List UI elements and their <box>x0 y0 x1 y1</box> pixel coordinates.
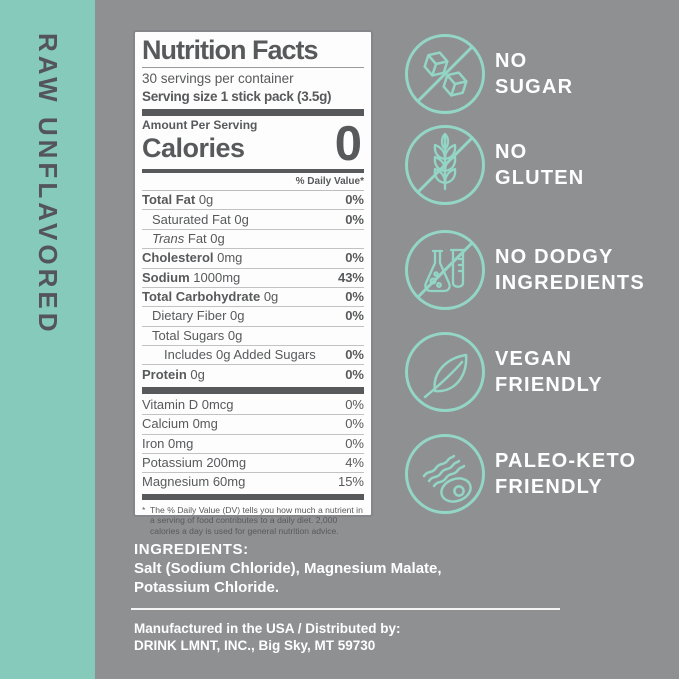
daily-value-footnote: * The % Daily Value (DV) tells you how m… <box>142 502 364 537</box>
claim-line: NO <box>495 141 528 163</box>
nutrition-facts-title: Nutrition Facts <box>142 35 319 65</box>
nutrient-name: Protein 0g <box>142 366 205 382</box>
nutrient-row: Total Carbohydrate 0g 0% <box>142 288 364 308</box>
thick-separator-bar <box>142 386 364 394</box>
claim-text: NO DODGY INGREDIENTS <box>495 244 645 296</box>
claim-line: VEGAN <box>495 348 573 370</box>
no-gluten-icon <box>405 125 485 205</box>
claim-no-gluten: NO GLUTEN <box>403 123 584 207</box>
nutrient-daily-value: 4% <box>345 455 364 471</box>
ingredients-block: INGREDIENTS: Salt (Sodium Chloride), Mag… <box>134 540 494 597</box>
nutrient-row: Cholesterol 0mg 0% <box>142 249 364 269</box>
nutrient-daily-value: 0% <box>345 250 364 266</box>
nutrient-daily-value: 43% <box>337 269 364 285</box>
footer-divider-line <box>131 608 560 610</box>
nutrient-name: Potassium 200mg <box>142 455 247 471</box>
serving-size: Serving size 1 stick pack (3.5g) <box>142 89 332 104</box>
nutrient-name: Trans Fat 0g <box>152 230 225 246</box>
ingredients-text: Salt (Sodium Chloride), Magnesium Malate… <box>134 560 442 596</box>
amount-per-serving-label: Amount Per Serving <box>142 118 258 132</box>
claim-line: SUGAR <box>495 76 574 98</box>
nutrient-row: Total Fat 0g 0% <box>142 191 364 211</box>
nutrient-row: Magnesium 60mg 15% <box>142 473 364 491</box>
thick-separator-bar <box>142 109 364 116</box>
nutrient-daily-value: 0% <box>345 192 364 208</box>
claim-line: NO DODGY <box>495 246 614 268</box>
nutrient-name: Total Carbohydrate 0g <box>142 289 279 305</box>
claim-text: VEGAN FRIENDLY <box>495 346 603 398</box>
claim-no-sugar: NO SUGAR <box>403 32 573 116</box>
claim-vegan-friendly: VEGAN FRIENDLY <box>403 330 603 414</box>
nutrient-daily-value: 0% <box>345 416 364 432</box>
nutrient-name: Magnesium 60mg <box>142 474 246 490</box>
nutrient-row: Saturated Fat 0g 0% <box>142 210 364 230</box>
nutrient-daily-value: 0% <box>345 396 364 412</box>
claim-line: FRIENDLY <box>495 476 603 498</box>
nutrient-name: Vitamin D 0mcg <box>142 396 234 412</box>
calories-value: 0 <box>334 117 362 171</box>
nutrient-row: Dietary Fiber 0g 0% <box>142 307 364 327</box>
claim-text: NO GLUTEN <box>495 139 584 191</box>
claim-line: INGREDIENTS <box>495 272 645 294</box>
nutrient-name: Total Fat 0g <box>142 192 214 208</box>
ingredients-heading: INGREDIENTS: <box>134 541 249 558</box>
nutrient-row: Trans Fat 0g <box>142 230 364 250</box>
nutrient-row: Sodium 1000mg 43% <box>142 269 364 288</box>
footnote-text: The % Daily Value (DV) tells you how muc… <box>150 504 363 537</box>
nutrient-rows: Total Fat 0g 0% Saturated Fat 0g 0% Trans Fa… <box>142 191 364 384</box>
nutrient-name: Saturated Fat 0g <box>152 211 249 227</box>
claim-text: NO SUGAR <box>495 48 573 100</box>
calories-block: Amount Per Serving Calories 0 <box>142 117 364 171</box>
nutrient-name: Calcium 0mg <box>142 416 218 432</box>
nutrient-name: Sodium 1000mg <box>142 269 241 285</box>
nutrient-row: Vitamin D 0mcg 0% <box>142 396 364 416</box>
nutrient-daily-value: 0% <box>345 211 364 227</box>
footnote-asterisk: * <box>142 504 146 515</box>
flavor-side-strip: RAW UNFLAVORED <box>0 0 95 679</box>
nutrition-facts-panel: Nutrition Facts 30 servings per containe… <box>133 30 373 536</box>
no-sugar-icon <box>405 34 485 114</box>
nutrient-name: Iron 0mg <box>142 435 194 451</box>
nutrient-name: Includes 0g Added Sugars <box>164 347 316 363</box>
nutrient-daily-value: 0% <box>345 366 364 382</box>
daily-value-header: % Daily Value* <box>142 174 364 191</box>
thick-separator-bar <box>142 493 364 500</box>
nutrient-name: Dietary Fiber 0g <box>152 308 245 324</box>
nutrient-row: Calcium 0mg 0% <box>142 415 364 435</box>
flavor-name-vertical-text: RAW UNFLAVORED <box>33 33 63 336</box>
no-dodgy-ingredients-icon <box>405 230 485 310</box>
calories-label: Calories <box>142 133 245 163</box>
nutrient-daily-value: 15% <box>337 474 364 490</box>
nutrient-row: Total Sugars 0g <box>142 327 364 346</box>
claim-paleo-keto-friendly: PALEO-KETO FRIENDLY <box>403 432 636 516</box>
nutrient-row: Protein 0g 0% <box>142 365 364 383</box>
nutrient-daily-value: 0% <box>345 435 364 451</box>
claim-text: PALEO-KETO FRIENDLY <box>495 448 636 500</box>
nutrient-row: Includes 0g Added Sugars 0% <box>142 346 364 366</box>
medium-separator-bar <box>142 169 364 173</box>
divider-line <box>142 67 364 68</box>
servings-per-container: 30 servings per container <box>142 71 294 86</box>
nutrient-daily-value: 0% <box>345 289 364 305</box>
paleo-keto-friendly-icon <box>405 434 485 514</box>
micronutrient-rows: Vitamin D 0mcg 0% Calcium 0mg 0% Iron 0mg 0% P… <box>142 396 364 492</box>
nutrient-row: Potassium 200mg 4% <box>142 454 364 474</box>
claim-line: PALEO-KETO <box>495 450 637 472</box>
claim-line: GLUTEN <box>495 167 585 189</box>
nutrient-daily-value: 0% <box>345 347 364 363</box>
nutrient-row: Iron 0mg 0% <box>142 435 364 454</box>
vegan-friendly-icon <box>405 332 485 412</box>
claim-line: NO <box>495 50 528 72</box>
distribution-text: Manufactured in the USA / Distributed by… <box>134 621 401 653</box>
claim-line: FRIENDLY <box>495 374 603 396</box>
nutrient-name: Total Sugars 0g <box>152 327 243 343</box>
claim-no-dodgy-ingredients: NO DODGY INGREDIENTS <box>403 228 645 312</box>
nutrient-name: Cholesterol 0mg <box>142 250 243 266</box>
nutrient-daily-value: 0% <box>345 308 364 324</box>
